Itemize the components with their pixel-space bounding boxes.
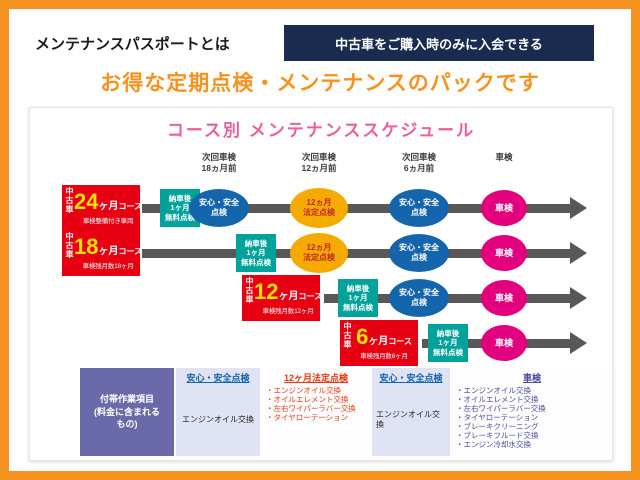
work-items-col-body: エンジンオイル交換 [182,415,254,425]
course-months: 12 [254,279,279,304]
course-name: 6ヶ月コース [356,326,412,348]
membership-condition-badge: 中古車をご購入時のみに入会できる [284,25,594,61]
work-items-col-header: 12ヶ月法定点検 [283,373,348,383]
course-box-18m: 中古車 18ヶ月コース 車検残月数18ヶ月 [62,230,142,276]
work-items-col-header: 安心・安全点検 [186,373,250,383]
timeline-arrow-18m [142,242,587,264]
work-items-col-safety-2: 安心・安全点検 エンジンオイル交換 [370,368,450,456]
course-unit: ヶ月 [368,336,389,347]
course-name: 24ヶ月コース [74,191,142,213]
safety-check-ellipse: 安心・安全 点検 [389,279,449,317]
shaken-ellipse: 車検 [481,235,527,271]
column-header-shaken: 車検 [495,152,513,162]
course-word: コース [118,202,143,211]
course-months: 24 [74,189,99,214]
course-word: コース [388,337,412,346]
delivery-inspection-box-24m: 納車後 1ヶ月 無料点検 [160,189,200,227]
work-items-col-body: エンジンオイル交換 [376,410,440,429]
course-word: コース [118,247,143,256]
shaken-ellipse: 車検 [481,280,527,316]
column-header-6m-before: 次回車検 6ヵ月前 [401,152,436,174]
safety-check-ellipse: 安心・安全 点検 [389,189,449,227]
legal-inspection-ellipse: 12ヵ月 法定点検 [290,233,348,273]
pack-subtitle: お得な定期点検・メンテナンスのパックです [100,72,540,95]
work-items-col-header: 車検 [522,373,541,383]
safety-check-ellipse: 安心・安全 点検 [389,234,449,272]
course-word: コース [298,292,323,301]
delivery-inspection-box-18m: 納車後 1ヶ月 無料点検 [236,234,276,272]
course-car-type: 中古車 [245,277,254,304]
shaken-ellipse: 車検 [481,190,527,226]
course-months: 18 [74,234,99,259]
course-unit: ヶ月 [98,246,119,257]
work-items-col-header: 安心・安全点検 [379,373,443,383]
course-unit: ヶ月 [278,291,299,302]
shaken-ellipse: 車検 [481,325,527,361]
column-header-18m-before: 次回車検 18ヵ月前 [201,152,237,174]
course-box-main: 12ヶ月コース 車検残月数12ヶ月 [254,277,322,319]
course-note: 車検残月数6ヶ月 [360,353,408,360]
course-unit: ヶ月 [98,201,119,212]
course-note: 車検残月数18ヶ月 [82,263,134,270]
work-items-col-body: ・エンジンオイル交換 ・オイルエレメント交換 ・左右ワイパーラバー交換 ・タイヤ… [456,386,546,449]
safety-check-ellipse: 安心・安全 点検 [189,189,249,227]
schedule-panel: コース別 メンテナンススケジュール 次回車検 18ヵ月前 次回車検 12ヵ月前 … [29,107,613,461]
work-items-col-legal: 12ヶ月法定点検 ・エンジンオイル交換 ・オイルエレメント交換 ・左右ワイパーラ… [260,368,370,456]
timeline-arrow-24m [142,197,587,219]
course-car-type: 中古車 [343,322,352,349]
course-months: 6 [356,324,369,349]
work-items-row-header: 付帯作業項目 (料金に含まれる もの) [80,368,174,456]
work-items-table: 付帯作業項目 (料金に含まれる もの) 安心・安全点検 エンジンオイル交換 12… [80,368,612,456]
course-box-12m: 中古車 12ヶ月コース 車検残月数12ヶ月 [242,275,322,321]
work-items-col-safety-1: 安心・安全点検 エンジンオイル交換 [174,368,260,456]
course-note: 車検残月数12ヶ月 [262,308,314,315]
work-items-col-body: ・エンジンオイル交換 ・オイルエレメント交換 ・左右ワイパーラバー交換 ・タイヤ… [266,386,356,422]
schedule-title: コース別 メンテナンススケジュール [166,121,476,140]
column-header-12m-before: 次回車検 12ヵ月前 [301,152,337,174]
course-car-type: 中古車 [65,232,74,259]
course-name: 18ヶ月コース [74,236,142,258]
page-title: メンテナンスパスポートとは [35,36,230,53]
course-box-main: 6ヶ月コース 車検残月数6ヶ月 [352,322,416,364]
delivery-inspection-box-12m: 納車後 1ヶ月 無料点検 [338,279,378,317]
work-items-col-shaken: 車検 ・エンジンオイル交換 ・オイルエレメント交換 ・左右ワイパーラバー交換 ・… [450,368,612,456]
course-box-24m: 中古車 24ヶ月コース 車検整備付き車両 [62,185,142,231]
delivery-inspection-box-6m: 納車後 1ヶ月 無料点検 [428,324,468,362]
course-box-main: 24ヶ月コース 車検整備付き車両 [74,187,142,229]
course-box-main: 18ヶ月コース 車検残月数18ヶ月 [74,232,142,274]
legal-inspection-ellipse: 12ヵ月 法定点検 [290,188,348,228]
course-car-type: 中古車 [65,187,74,214]
course-name: 12ヶ月コース [254,281,322,303]
course-box-6m: 中古車 6ヶ月コース 車検残月数6ヶ月 [340,320,418,366]
course-note: 車検整備付き車両 [82,218,134,225]
